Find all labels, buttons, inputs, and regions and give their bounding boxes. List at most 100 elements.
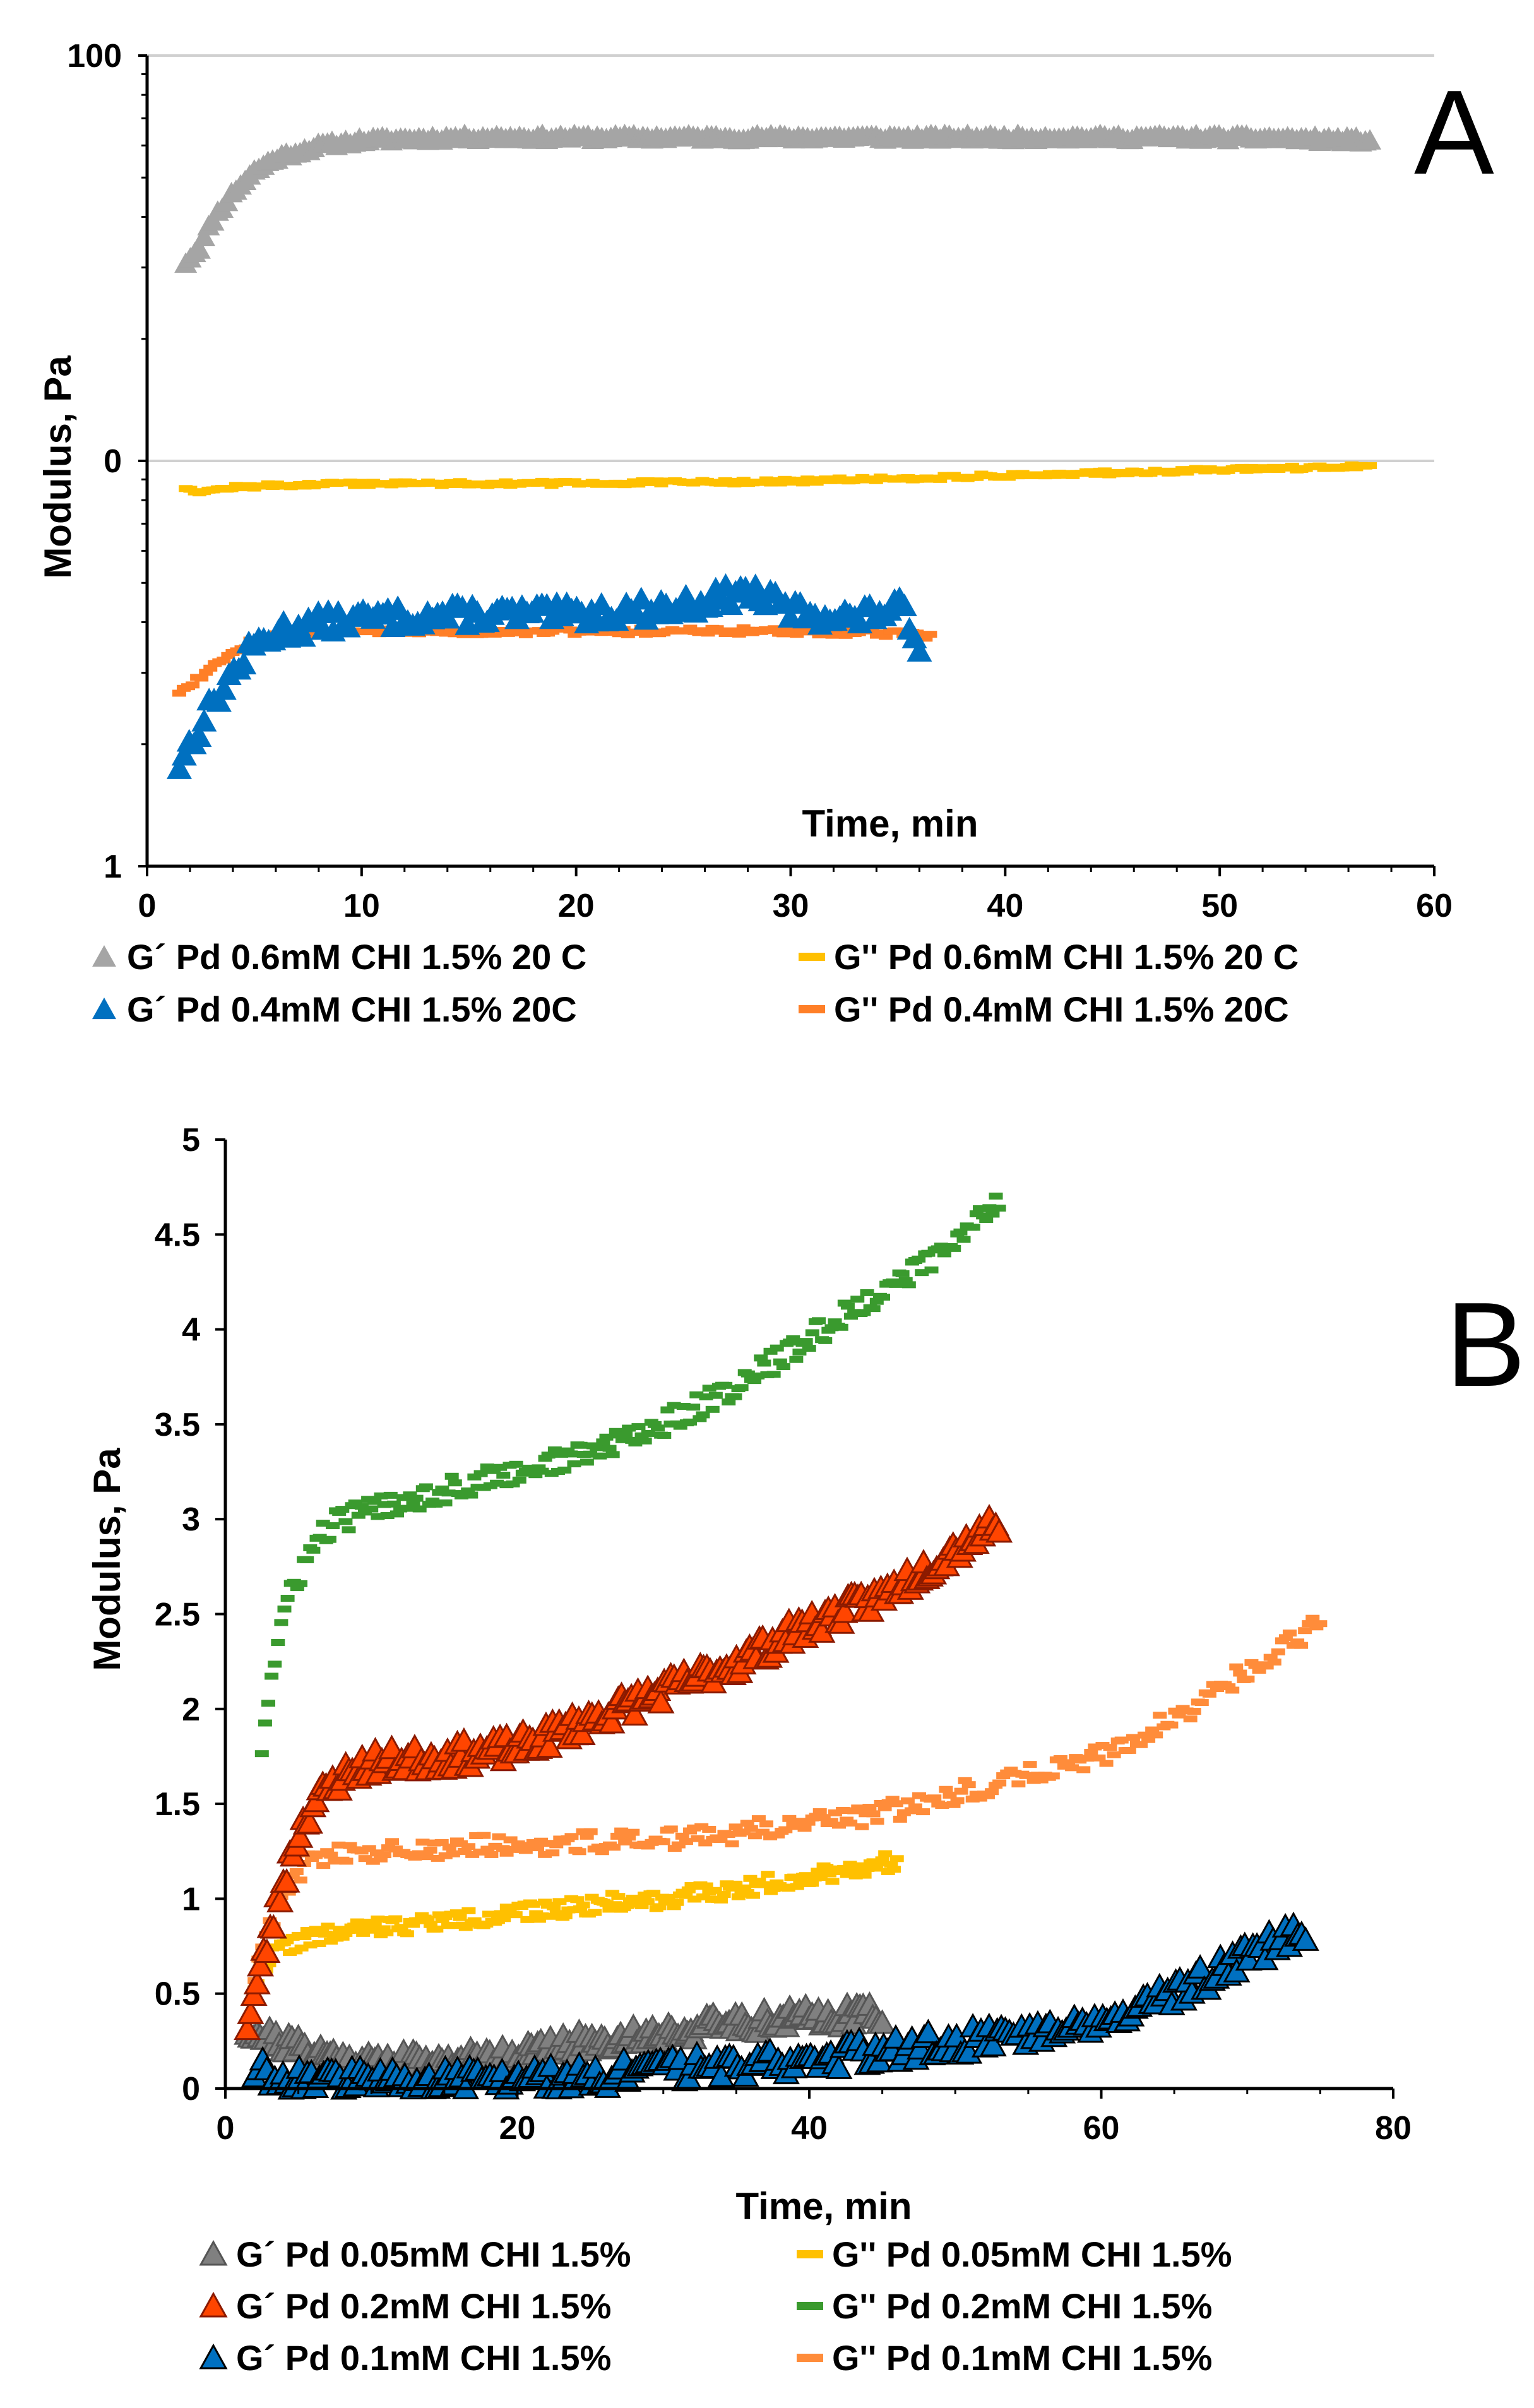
panel-a-letter: A bbox=[1414, 66, 1494, 200]
data-point bbox=[520, 1916, 535, 1923]
legend-marker bbox=[199, 2239, 228, 2266]
data-point bbox=[549, 1910, 564, 1917]
data-point bbox=[689, 1391, 704, 1398]
data-point bbox=[737, 1884, 752, 1892]
data-point bbox=[332, 1926, 347, 1933]
data-point bbox=[511, 1840, 525, 1848]
data-point bbox=[441, 1489, 456, 1497]
data-point bbox=[262, 1960, 276, 1967]
data-point bbox=[294, 1944, 309, 1952]
data-point bbox=[377, 1501, 391, 1508]
data-point bbox=[966, 1224, 980, 1231]
data-point bbox=[799, 628, 813, 636]
data-point bbox=[453, 1914, 467, 1921]
data-point bbox=[535, 1912, 549, 1920]
data-point bbox=[1172, 1711, 1186, 1719]
data-point bbox=[268, 1660, 282, 1668]
data-point bbox=[294, 1580, 308, 1587]
data-point bbox=[937, 1250, 951, 1258]
data-point bbox=[596, 1438, 610, 1446]
data-point bbox=[773, 1358, 787, 1366]
data-point bbox=[583, 1828, 598, 1835]
data-point bbox=[535, 1467, 549, 1475]
panel-b-x-ticks: 0 20 40 60 80 bbox=[217, 2089, 1412, 2147]
data-point bbox=[306, 1930, 321, 1938]
data-point bbox=[419, 1853, 434, 1861]
data-point bbox=[1225, 1686, 1240, 1694]
data-point bbox=[484, 1851, 499, 1858]
data-point bbox=[679, 1838, 693, 1845]
data-point bbox=[914, 2018, 942, 2044]
data-point bbox=[869, 1297, 884, 1305]
data-point bbox=[702, 1385, 716, 1392]
data-point bbox=[590, 1444, 604, 1451]
data-point bbox=[869, 477, 883, 484]
data-point bbox=[619, 1431, 633, 1439]
data-point bbox=[1278, 1634, 1293, 1642]
data-point bbox=[671, 1841, 686, 1849]
data-point bbox=[274, 1619, 288, 1626]
data-point bbox=[843, 1861, 857, 1868]
panel-b-y-tick-label: 1 bbox=[182, 1881, 200, 1917]
data-point bbox=[866, 1305, 881, 1313]
data-point bbox=[693, 1415, 707, 1422]
data-point bbox=[271, 1638, 285, 1646]
data-point bbox=[610, 1832, 625, 1840]
data-point bbox=[374, 1492, 388, 1499]
data-point bbox=[1097, 467, 1112, 475]
data-point bbox=[857, 1309, 871, 1316]
data-point bbox=[790, 1883, 804, 1890]
data-point bbox=[253, 1938, 281, 1963]
data-point bbox=[335, 1933, 350, 1941]
data-point bbox=[1223, 1958, 1251, 1982]
panel-a-y-ticks: 1 0 100 bbox=[67, 38, 147, 885]
data-point bbox=[434, 1839, 449, 1846]
data-point bbox=[640, 1898, 655, 1905]
data-point bbox=[461, 1907, 476, 1914]
data-point bbox=[480, 1463, 494, 1471]
data-point bbox=[862, 1804, 877, 1811]
data-point bbox=[1282, 1630, 1297, 1637]
data-point bbox=[316, 1862, 331, 1869]
data-point bbox=[743, 1875, 758, 1882]
data-point bbox=[879, 633, 893, 640]
data-point bbox=[297, 1933, 312, 1940]
data-point bbox=[699, 1882, 713, 1890]
data-point bbox=[979, 2032, 1007, 2057]
data-point bbox=[458, 1924, 473, 1931]
data-point bbox=[373, 1855, 388, 1863]
data-point bbox=[381, 1844, 396, 1852]
data-point bbox=[935, 1802, 949, 1809]
data-point bbox=[541, 1451, 556, 1459]
data-point bbox=[338, 1518, 353, 1525]
data-point bbox=[400, 1930, 414, 1938]
data-point bbox=[549, 603, 574, 626]
data-point bbox=[851, 1804, 865, 1812]
data-point bbox=[286, 1823, 314, 1848]
data-point bbox=[377, 1851, 391, 1859]
data-point bbox=[831, 1598, 859, 1623]
data-point bbox=[564, 1450, 578, 1458]
data-point bbox=[721, 1830, 735, 1838]
panel-a-x-axis-label: Time, min bbox=[802, 802, 978, 845]
data-point bbox=[1292, 1926, 1319, 1951]
data-point bbox=[438, 1852, 453, 1859]
data-point bbox=[728, 1823, 743, 1831]
panel-b-y-tick-label: 3 bbox=[182, 1501, 200, 1538]
data-point bbox=[254, 1750, 269, 1758]
data-point bbox=[698, 1839, 713, 1847]
panel-a-legend-entry: G´ Pd 0.6mM CHI 1.5% 20 C bbox=[92, 937, 586, 977]
data-point bbox=[747, 1832, 762, 1840]
panel-b-y-tick-label: 4 bbox=[182, 1312, 200, 1349]
data-point bbox=[1164, 1721, 1179, 1729]
data-point bbox=[261, 1700, 276, 1707]
data-point bbox=[912, 1792, 927, 1799]
data-point bbox=[705, 1405, 720, 1413]
data-point bbox=[794, 1818, 808, 1825]
data-point bbox=[754, 1354, 768, 1362]
data-point bbox=[875, 1856, 889, 1864]
data-point bbox=[923, 631, 937, 638]
data-point bbox=[1103, 1744, 1117, 1751]
data-point bbox=[805, 1329, 819, 1337]
